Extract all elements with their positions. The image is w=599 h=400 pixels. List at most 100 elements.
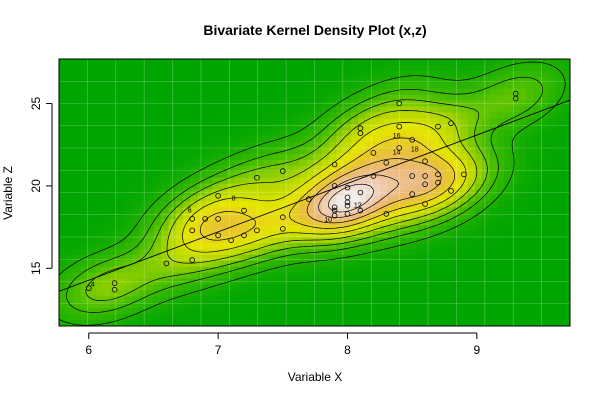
density-cell [475, 314, 483, 321]
density-cell [497, 88, 505, 96]
density-cell [241, 231, 250, 238]
density-cell [504, 207, 513, 214]
density-cell [497, 231, 505, 238]
density-cell [183, 171, 191, 179]
density-cell [372, 76, 381, 84]
density-cell [285, 320, 294, 326]
density-cell [234, 159, 243, 167]
density-cell [175, 231, 184, 238]
density-cell [387, 177, 396, 185]
density-cell [533, 207, 542, 214]
density-cell [365, 148, 374, 155]
density-cell [372, 118, 381, 125]
density-cell [511, 70, 520, 78]
density-cell [438, 296, 447, 303]
density-cell [270, 100, 279, 108]
density-cell [110, 130, 118, 137]
density-cell [153, 76, 162, 84]
density-cell [431, 59, 440, 66]
density-cell [59, 130, 67, 137]
density-cell [562, 100, 570, 108]
density-cell [402, 254, 410, 262]
density-cell [526, 242, 535, 250]
density-cell [504, 142, 513, 149]
density-cell [270, 213, 279, 220]
density-cell [358, 296, 367, 303]
density-cell [351, 260, 359, 268]
density-cell [80, 207, 89, 214]
density-cell [175, 153, 184, 161]
density-cell [402, 260, 410, 268]
density-cell [117, 82, 126, 90]
density-cell [343, 94, 352, 102]
density-cell [219, 320, 228, 326]
density-cell [88, 94, 97, 102]
density-cell [183, 124, 191, 131]
density-cell [299, 189, 308, 197]
density-cell [358, 278, 367, 286]
density-cell [248, 207, 257, 214]
density-cell [190, 165, 199, 173]
data-point [409, 173, 416, 179]
density-cell [380, 302, 389, 309]
data-point [189, 227, 196, 234]
density-cell [73, 207, 82, 214]
density-cell [380, 207, 389, 214]
density-cell [139, 213, 148, 220]
density-cell [241, 266, 250, 274]
density-cell [205, 290, 213, 297]
density-cell [190, 112, 199, 119]
density-cell [533, 237, 542, 244]
data-point [189, 257, 196, 263]
density-cell [205, 112, 213, 119]
density-cell [161, 177, 170, 185]
density-cell [540, 82, 549, 90]
density-cell [73, 136, 82, 143]
density-cell [205, 314, 213, 321]
density-cell [285, 142, 294, 149]
density-cell [511, 296, 520, 303]
density-cell [307, 59, 316, 66]
density-cell [59, 94, 67, 102]
density-cell [146, 266, 155, 274]
density-cell [190, 266, 199, 274]
density-cell [526, 201, 535, 208]
density-cell [460, 112, 469, 119]
density-cell [475, 148, 483, 155]
density-cell [110, 82, 118, 90]
density-cell [197, 106, 206, 113]
density-cell [161, 260, 170, 268]
density-cell [329, 100, 337, 108]
density-cell [278, 302, 286, 309]
density-cell [329, 153, 337, 161]
density-cell [175, 76, 184, 84]
density-cell [102, 278, 111, 286]
density-cell [219, 314, 228, 321]
density-cell [475, 88, 483, 96]
density-cell [139, 82, 148, 90]
density-cell [467, 260, 476, 268]
density-cell [212, 82, 221, 90]
density-cell [358, 153, 367, 161]
density-cell [270, 314, 279, 321]
density-cell [161, 242, 170, 250]
density-cell [555, 177, 564, 185]
density-cell [117, 290, 126, 297]
density-cell [526, 171, 535, 179]
density-cell [380, 94, 389, 102]
density-cell [372, 314, 381, 321]
density-cell [139, 201, 148, 208]
x-tick-label: 8 [344, 343, 351, 357]
density-cell [409, 159, 418, 167]
density-cell [351, 225, 359, 232]
density-cell [139, 88, 148, 96]
density-cell [548, 260, 556, 268]
density-cell [66, 296, 75, 303]
density-cell [205, 195, 213, 202]
density-cell [402, 308, 410, 315]
density-cell [336, 201, 345, 208]
density-cell [285, 112, 294, 119]
density-cell [307, 159, 316, 167]
density-cell [351, 296, 359, 303]
density-cell [132, 302, 140, 309]
